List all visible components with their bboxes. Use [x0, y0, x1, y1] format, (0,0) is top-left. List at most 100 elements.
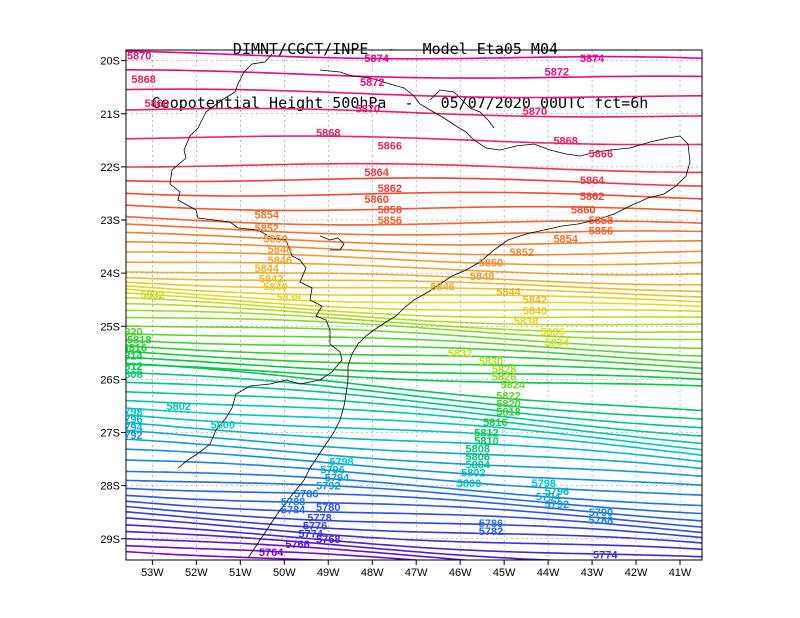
contour-5824: [126, 325, 702, 350]
contour-label: 5866: [145, 98, 169, 110]
coastline: [169, 53, 691, 559]
contour-label: 5844: [254, 263, 279, 275]
lat-tick-label: 22S: [100, 162, 120, 174]
contour-5788: [126, 459, 702, 497]
contour-label: 5782: [479, 526, 503, 538]
lat-tick-label: 20S: [100, 56, 120, 68]
contour-5856: [126, 215, 702, 226]
contour-label: 5812: [118, 361, 142, 373]
contour-label: 5814: [118, 350, 143, 362]
contour-5864: [126, 162, 702, 174]
contour-5778: [126, 500, 702, 534]
contour-label: 5866: [378, 141, 402, 153]
contour-5826: [126, 316, 702, 341]
lat-tick-label: 27S: [100, 428, 120, 440]
contour-5874: [126, 50, 702, 60]
contour-label: 5804: [466, 459, 491, 471]
contour-5806: [126, 381, 702, 429]
contour-5802: [126, 399, 702, 445]
contour-5794: [126, 429, 702, 470]
contour-label: 5858: [589, 215, 613, 227]
contour-label: 5824: [501, 380, 526, 392]
contour-5862: [126, 177, 702, 187]
contour-5796: [126, 421, 702, 463]
contour-label: 5818: [496, 406, 520, 418]
map-title: DIMNT/CGCT/INPE - Model Eta05_M04_ Geopo…: [0, 4, 800, 130]
contour-label: 5840: [263, 281, 287, 293]
contour-label: 5822: [496, 390, 520, 402]
lon-tick-label: 48W: [361, 567, 384, 579]
contour-label: 5792: [118, 430, 142, 442]
coast-sea-path: [247, 69, 691, 559]
contour-label: 5810: [474, 435, 498, 447]
contour-label: 5796: [320, 465, 344, 477]
lon-tick-label: 41W: [669, 567, 692, 579]
contour-label: 5848: [470, 271, 494, 283]
contour-5786: [126, 470, 702, 507]
contour-5776: [126, 505, 702, 539]
contour-label: 5774: [298, 528, 323, 540]
lat-tick-label: 28S: [100, 481, 120, 493]
contour-label: 5798: [329, 457, 353, 469]
contour-label: 5796: [118, 414, 142, 426]
contour-5842: [126, 276, 702, 293]
map-frame: [125, 49, 703, 561]
contour-label: 5820: [496, 398, 520, 410]
contour-5808: [126, 371, 702, 420]
contour-label: 5792: [545, 499, 569, 511]
contour-label: 5826: [492, 372, 516, 384]
contour-label: 5806: [466, 451, 490, 463]
contour-label: 5808: [466, 443, 490, 455]
graticule: [126, 50, 702, 560]
lat-tick-label: 24S: [100, 268, 120, 280]
lat-tick-label: 26S: [100, 374, 120, 386]
contour-label: 5802: [461, 467, 485, 479]
contour-label: 5842: [259, 273, 283, 285]
contour-label: 5850: [263, 234, 287, 246]
contour-label: 5768: [316, 534, 340, 546]
contour-label: 5870: [356, 103, 380, 115]
contour-label: 5800: [210, 420, 234, 432]
contour-label: 5764: [259, 547, 284, 559]
contour-5792: [126, 438, 702, 478]
title-line-1: DIMNT/CGCT/INPE - Model Eta05_M04_: [232, 40, 568, 58]
lon-tick-label: 47W: [405, 567, 428, 579]
contour-label: 5846: [268, 255, 292, 267]
contour-labels: 5874 5874 5870 5872 5868 5872 5866 5870 5870 5868…: [118, 50, 618, 560]
contour-label: 5860: [364, 194, 388, 206]
lon-tick-label: 45W: [493, 567, 516, 579]
contour-5866: [126, 135, 702, 146]
contour-5844: [126, 271, 702, 286]
contour-label: 5788: [589, 515, 613, 527]
contour-5834: [126, 292, 702, 313]
contour-label: 5842: [523, 295, 547, 307]
contour-label: 5868: [131, 74, 155, 86]
contour-label: 5794: [536, 491, 561, 503]
contour-5804: [126, 390, 702, 437]
contour-label: 5856: [589, 226, 613, 238]
island-outline: [319, 235, 345, 251]
contour-label: 5844: [496, 287, 521, 299]
contour-5848: [126, 251, 702, 266]
contour-label: 5866: [589, 149, 613, 161]
contour-5772: [126, 517, 702, 551]
contour-5872: [126, 69, 702, 79]
contour-lines: [126, 50, 702, 560]
contour-label: 5816: [483, 417, 507, 429]
contour-label: 5794: [118, 422, 143, 434]
contour-label: 5784: [281, 505, 306, 517]
contour-label: 5862: [378, 183, 402, 195]
contour-label: 5812: [474, 428, 498, 440]
contour-label: 5796: [545, 486, 569, 498]
contour-5784: [126, 479, 702, 515]
lon-tick-label: 53W: [141, 567, 164, 579]
contour-label: 5872: [545, 66, 569, 78]
lat-tick-label: 23S: [100, 215, 120, 227]
contour-5782: [126, 487, 702, 522]
contour-5850: [126, 241, 702, 256]
lon-tick-label: 51W: [229, 567, 252, 579]
contour-5852: [126, 231, 702, 246]
contour-5768: [126, 530, 570, 560]
contour-5832: [126, 296, 702, 319]
contour-5774: [126, 510, 702, 544]
